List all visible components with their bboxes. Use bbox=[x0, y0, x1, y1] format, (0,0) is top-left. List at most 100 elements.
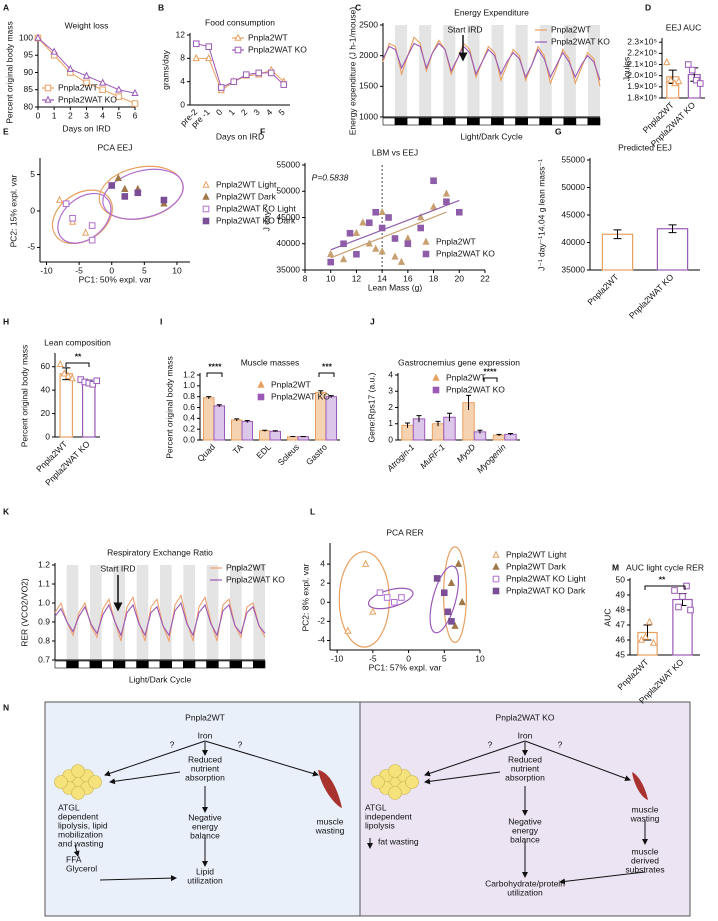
point bbox=[687, 606, 694, 614]
point bbox=[417, 213, 425, 221]
point bbox=[68, 374, 76, 382]
bar bbox=[504, 433, 517, 441]
light-dark-block bbox=[66, 660, 79, 669]
point bbox=[365, 219, 373, 227]
x-tick-label: 10 bbox=[326, 273, 336, 283]
y-axis-label: Percent original body mass bbox=[4, 21, 14, 124]
point bbox=[115, 93, 123, 100]
dark-phase bbox=[253, 565, 265, 660]
legend-marker bbox=[432, 373, 440, 381]
chart-title: PCA RER bbox=[386, 527, 423, 537]
dark-phase bbox=[539, 25, 552, 117]
y-tick-label: 50000 bbox=[561, 182, 585, 192]
confidence-ellipse bbox=[57, 192, 112, 244]
point bbox=[378, 207, 386, 216]
y-tick-label: 1.1 bbox=[38, 578, 50, 588]
diagram-arrow bbox=[109, 771, 181, 785]
y-tick-label: 1.2 bbox=[38, 559, 50, 569]
x-tick-label: 5 bbox=[116, 110, 121, 120]
adipocyte bbox=[388, 786, 402, 800]
x-tick-label: EDL bbox=[254, 442, 273, 461]
error-bar bbox=[234, 418, 240, 422]
legend-label: Pnpla2WAT KO Dark bbox=[506, 585, 586, 595]
confidence-ellipse bbox=[102, 168, 184, 220]
diagram-node: derived bbox=[631, 855, 659, 865]
point bbox=[327, 249, 335, 258]
diagram-node: absorption bbox=[185, 772, 225, 782]
diagram-arrow bbox=[424, 740, 526, 777]
y-tick-label: 50 bbox=[616, 574, 626, 584]
muscle-icon bbox=[632, 772, 648, 800]
diagram-node: lipolysis bbox=[365, 820, 395, 830]
legend-marker bbox=[202, 180, 210, 188]
x-tick-label: TA bbox=[231, 442, 246, 457]
diagram-title: Pnpla2WT bbox=[185, 712, 225, 722]
y-tick-label: 0.2 bbox=[183, 423, 195, 433]
light-dark-block bbox=[229, 660, 242, 669]
y-tick-label: 0.9 bbox=[38, 616, 50, 626]
diagram-node: Reduced bbox=[188, 754, 222, 764]
legend-marker bbox=[432, 386, 440, 394]
point bbox=[404, 240, 412, 248]
bar bbox=[59, 373, 74, 438]
y-tick-label: 2.1×10⁵ bbox=[627, 59, 657, 69]
x-axis-label: Days on IRD bbox=[62, 123, 110, 133]
light-dark-block bbox=[442, 117, 456, 126]
legend-marker bbox=[422, 237, 430, 245]
y-tick-label: 0 bbox=[388, 434, 393, 444]
x-tick-label: 18 bbox=[429, 273, 439, 283]
adipocyte bbox=[405, 775, 419, 789]
legend-label: Pnpla2WAT KO Dark bbox=[216, 215, 296, 225]
x-tick-label: -5 bbox=[369, 653, 377, 663]
y-tick-label: 1.8×10⁵ bbox=[627, 92, 657, 102]
panel-label: D bbox=[645, 2, 651, 12]
point bbox=[359, 218, 367, 226]
x-tick-label: 1 bbox=[52, 110, 57, 120]
x-tick-label: 8 bbox=[303, 273, 308, 283]
diagram-title: Pnpla2WAT KO bbox=[496, 712, 555, 722]
confidence-ellipse bbox=[51, 189, 113, 245]
y-axis-label: Energy expenditure (J h-1/mouse) bbox=[347, 7, 357, 136]
x-tick-label: 14 bbox=[377, 273, 387, 283]
x-tick-label: 2 bbox=[68, 110, 73, 120]
dark-phase bbox=[563, 25, 576, 117]
dark-phase bbox=[136, 565, 149, 660]
x-tick-label: Atrogin-1 bbox=[384, 442, 416, 474]
x-tick-label: Gastro bbox=[304, 442, 329, 467]
bar bbox=[259, 430, 271, 441]
y-axis-label: PC2: 8% expl. var bbox=[300, 563, 310, 631]
light-dark-block bbox=[148, 660, 161, 669]
y-tick-label: 2.0×10⁵ bbox=[627, 70, 657, 80]
y-tick-label: 0 bbox=[30, 205, 35, 215]
x-tick-label: -5 bbox=[75, 265, 83, 275]
panel-label: F bbox=[260, 126, 265, 136]
y-tick-label: 0.7 bbox=[38, 654, 50, 664]
legend-marker bbox=[44, 95, 52, 103]
diagram-node: absorption bbox=[505, 772, 545, 782]
point bbox=[378, 247, 386, 255]
chart-title: Energy Expenditure bbox=[454, 7, 529, 17]
point bbox=[88, 236, 96, 244]
legend-marker bbox=[492, 550, 500, 558]
legend-label: Pnpla2WAT KO bbox=[226, 574, 285, 584]
diagram-node: wasting bbox=[630, 813, 660, 823]
diagram-node: Lipid bbox=[196, 866, 214, 876]
error-bar bbox=[668, 224, 677, 234]
significance-bracket bbox=[483, 377, 498, 382]
light-dark-block bbox=[418, 117, 432, 126]
y-tick-label: 20 bbox=[41, 408, 51, 418]
point bbox=[340, 240, 347, 248]
point bbox=[688, 66, 696, 74]
point bbox=[99, 86, 106, 94]
chart-title: Predicted EEJ bbox=[618, 142, 672, 152]
point bbox=[442, 189, 451, 197]
light-dark-block bbox=[113, 660, 126, 669]
error-bar bbox=[300, 435, 306, 438]
y-tick-label: 40000 bbox=[276, 238, 300, 248]
legend-marker bbox=[202, 205, 210, 213]
diagram-node: muscle bbox=[632, 804, 659, 814]
x-tick-label: 5 bbox=[142, 265, 147, 275]
chart-title: Gastrocnemius gene expression bbox=[398, 357, 520, 367]
legend-label: Pnpla2WT Light bbox=[216, 179, 277, 189]
point bbox=[447, 578, 456, 586]
